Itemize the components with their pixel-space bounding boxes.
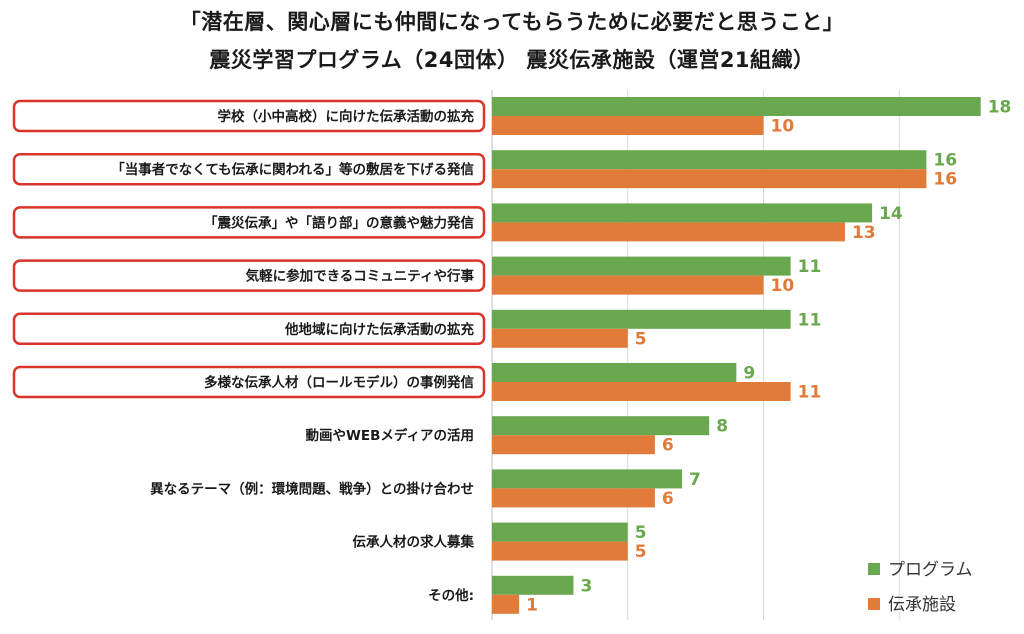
bar-program bbox=[492, 256, 791, 276]
category-label: 学校（小中高校）に向けた伝承活動の拡充 bbox=[218, 108, 475, 125]
category-label: 多様な伝承人材（ロールモデル）の事例発信 bbox=[204, 374, 474, 391]
data-label: 1 bbox=[526, 595, 538, 615]
bar-program bbox=[492, 203, 873, 223]
bar-facility bbox=[492, 541, 628, 561]
category-label: 異なるテーマ（例：環境問題、戦争）との掛け合わせ bbox=[150, 480, 474, 497]
bar-program bbox=[492, 416, 710, 436]
bar-facility bbox=[492, 116, 764, 135]
data-label: 3 bbox=[580, 576, 592, 596]
data-label: 13 bbox=[852, 223, 876, 243]
data-label: 10 bbox=[771, 117, 795, 137]
bar-facility bbox=[492, 169, 927, 189]
chart-title-line2: 震災学習プログラム（24団体） 震災伝承施設（運営21組織） bbox=[209, 48, 815, 72]
bar-facility bbox=[492, 382, 791, 401]
highlight-box bbox=[12, 365, 486, 399]
data-label: 14 bbox=[879, 204, 903, 224]
bar-facility bbox=[492, 488, 655, 508]
bar-facility bbox=[492, 222, 845, 242]
bar-facility bbox=[492, 328, 628, 348]
legend-swatch bbox=[868, 563, 880, 575]
category-label: その他: bbox=[428, 587, 474, 604]
data-label: 10 bbox=[771, 276, 795, 296]
data-label: 6 bbox=[662, 436, 674, 456]
category-label: 気軽に参加できるコミュニティや行事 bbox=[246, 268, 475, 285]
bar-program bbox=[492, 309, 791, 329]
data-label: 11 bbox=[798, 310, 822, 330]
bar-facility bbox=[492, 275, 764, 295]
data-label: 5 bbox=[635, 542, 647, 562]
data-label: 5 bbox=[635, 523, 647, 543]
data-label: 7 bbox=[689, 470, 701, 490]
data-label: 6 bbox=[662, 489, 674, 509]
category-label: 他地域に向けた伝承活動の拡充 bbox=[284, 321, 474, 338]
legend-swatch bbox=[868, 598, 880, 610]
highlight-box bbox=[12, 152, 486, 186]
bar-program bbox=[492, 575, 574, 595]
data-label: 18 bbox=[988, 98, 1012, 118]
bar-program bbox=[492, 97, 981, 116]
highlight-box bbox=[12, 99, 486, 133]
bar-program bbox=[492, 363, 737, 382]
bar-program bbox=[492, 522, 628, 542]
data-label: 16 bbox=[933, 151, 957, 171]
category-label: 「震災伝承」や「語り部」の意義や魅力発信 bbox=[204, 214, 474, 231]
highlight-box bbox=[12, 259, 486, 292]
bar-program bbox=[492, 150, 927, 170]
chart-title-line1: 「潜在層、関心層にも仲間になってもらうために必要だと思うこと」 bbox=[179, 10, 845, 34]
legend-label: 伝承施設 bbox=[888, 595, 956, 615]
data-label: 11 bbox=[798, 257, 822, 277]
highlight-box bbox=[12, 206, 486, 239]
bar-facility bbox=[492, 594, 520, 614]
category-label: 「当事者でなくても伝承に関われる」等の敷居を下げる発信 bbox=[111, 161, 474, 178]
bar-facility bbox=[492, 435, 655, 455]
data-label: 8 bbox=[716, 417, 728, 437]
data-label: 11 bbox=[798, 383, 822, 403]
highlight-box bbox=[12, 312, 486, 346]
bar-program bbox=[492, 469, 683, 489]
legend-label: プログラム bbox=[888, 560, 973, 580]
data-label: 5 bbox=[635, 329, 647, 349]
data-label: 9 bbox=[743, 364, 755, 384]
category-label: 動画やWEBメディアの活用 bbox=[306, 427, 474, 444]
category-label: 伝承人材の求人募集 bbox=[353, 534, 475, 551]
data-label: 16 bbox=[933, 170, 957, 190]
